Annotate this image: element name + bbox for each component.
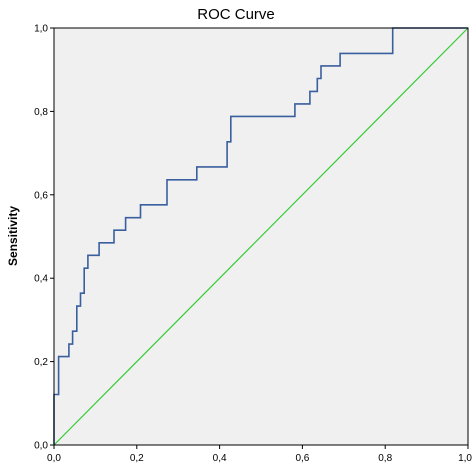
x-tick-label: 0,0	[47, 453, 61, 464]
y-tick-label: 0,0	[34, 441, 48, 452]
y-tick-label: 1,0	[34, 24, 48, 35]
y-tick-label: 0,4	[34, 274, 48, 285]
x-tick-label: 0,4	[213, 453, 227, 464]
x-tick-label: 0,6	[295, 453, 309, 464]
y-axis: 0,0 0,2 0,4 0,6 0,8 1,0	[34, 24, 54, 452]
x-tick-label: 0,2	[130, 453, 144, 464]
reference-diagonal-line	[53, 27, 469, 446]
y-tick-label: 0,8	[34, 107, 48, 118]
x-axis: 0,0 0,2 0,4 0,6 0,8 1,0	[47, 445, 472, 464]
x-tick-label: 0,8	[378, 453, 392, 464]
y-tick-label: 0,6	[34, 190, 48, 201]
x-tick-label: 1,0	[458, 453, 472, 464]
y-tick-label: 0,2	[34, 357, 48, 368]
roc-curve-line	[53, 27, 468, 445]
chart-title: ROC Curve	[197, 6, 275, 23]
plot-border	[53, 27, 469, 446]
y-axis-label: Sensitivity	[6, 206, 20, 266]
